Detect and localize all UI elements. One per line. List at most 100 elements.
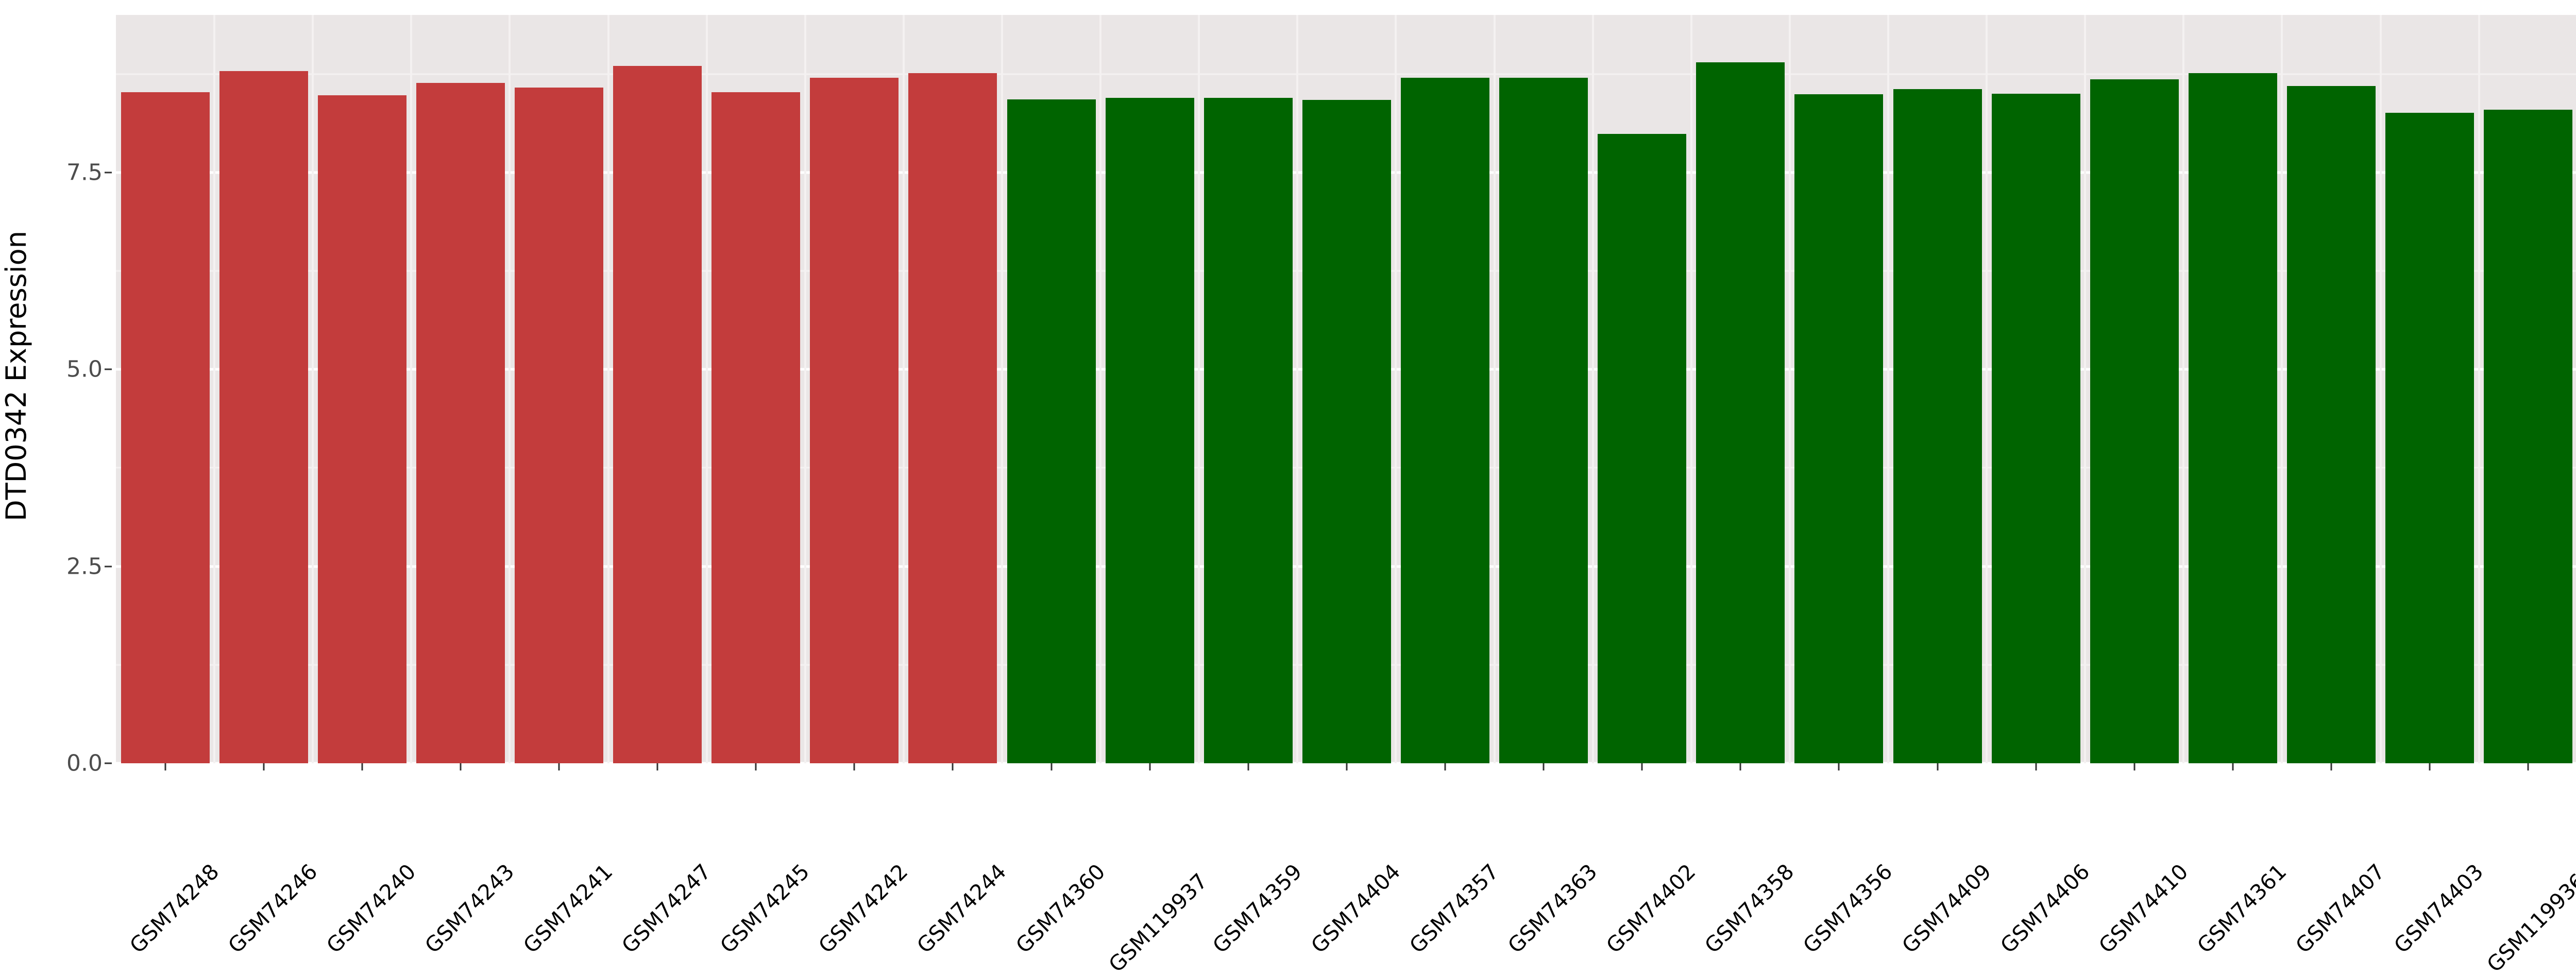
x-axis-tick-label: GSM119936 — [2482, 778, 2576, 977]
x-axis-tick-label: GSM74243 — [420, 778, 600, 958]
x-axis-tick-label-text: GSM74245 — [715, 859, 815, 958]
gridline-minor-vertical — [2379, 15, 2382, 763]
x-axis-tick-mark — [1050, 763, 1053, 770]
gridline-minor-vertical — [1001, 15, 1003, 763]
x-axis-tick-mark — [755, 763, 757, 770]
bar[interactable] — [1499, 78, 1588, 763]
x-axis-tick-label: GSM74404 — [1306, 778, 1486, 958]
bar[interactable] — [2188, 73, 2277, 763]
bar[interactable] — [810, 78, 899, 763]
x-axis-tick-label: GSM74409 — [1897, 778, 2077, 958]
gridline-minor-vertical — [1296, 15, 1299, 763]
x-axis-tick-mark — [952, 763, 954, 770]
gridline-minor-vertical — [312, 15, 314, 763]
gridline-minor-vertical — [1690, 15, 1692, 763]
y-axis-tick-label: 7.5 — [66, 159, 103, 186]
bar[interactable] — [1401, 78, 1489, 763]
x-axis-tick-label-text: GSM74403 — [2389, 859, 2488, 958]
bar[interactable] — [219, 71, 308, 763]
y-axis-tick-mark — [105, 762, 112, 764]
bar[interactable] — [711, 92, 801, 763]
bar[interactable] — [1302, 100, 1391, 763]
x-axis-tick-label: GSM74245 — [716, 778, 896, 958]
bar[interactable] — [1991, 93, 2080, 763]
x-axis-tick-label-text: GSM74410 — [2094, 859, 2193, 958]
x-axis-tick-label-text: GSM119937 — [1104, 868, 1212, 977]
bar[interactable] — [2385, 112, 2475, 763]
gridline-minor-vertical — [2478, 15, 2480, 763]
x-axis-tick-mark — [263, 763, 265, 770]
gridline-minor-vertical — [1788, 15, 1791, 763]
x-axis-tick-label-text: GSM119936 — [2482, 868, 2576, 977]
x-axis-tick-label: GSM74358 — [1700, 778, 1880, 958]
x-axis-tick-mark — [1641, 763, 1643, 770]
gridline-minor-vertical — [1986, 15, 1988, 763]
bar[interactable] — [1007, 99, 1096, 763]
x-axis-tick-label: GSM74240 — [321, 778, 502, 958]
y-axis-tick-label: 0.0 — [66, 750, 103, 777]
x-axis-tick-label: GSM74406 — [1995, 778, 2176, 958]
x-axis-tick-label-text: GSM74248 — [124, 859, 224, 958]
x-axis-tick-label: GSM74403 — [2389, 778, 2570, 958]
gridline-minor-vertical — [2182, 15, 2185, 763]
bar[interactable] — [317, 95, 406, 763]
bar[interactable] — [1105, 97, 1194, 763]
x-axis-tick-mark — [1346, 763, 1348, 770]
x-axis-tick-mark — [2330, 763, 2332, 770]
x-axis-tick-label-text: GSM74241 — [518, 859, 618, 958]
gridline-minor-vertical — [607, 15, 609, 763]
bar[interactable] — [2287, 85, 2376, 763]
x-axis-tick-label-text: GSM74246 — [223, 859, 323, 958]
bar[interactable] — [908, 73, 997, 763]
x-axis-tick-label: GSM74356 — [1799, 778, 1979, 958]
x-axis-tick-label-text: GSM74242 — [814, 859, 913, 958]
bar-chart-figure: DTD0342 Expression 0.0 2.5 5.0 7.5 GSM74248… — [0, 15, 2576, 977]
gridline-minor-vertical — [1099, 15, 1102, 763]
x-axis-tick-label: GSM74242 — [814, 778, 994, 958]
x-axis-tick-label: GSM74248 — [125, 778, 305, 958]
x-axis-tick-mark — [361, 763, 363, 770]
x-axis-tick-mark — [164, 763, 166, 770]
bar[interactable] — [416, 82, 505, 763]
gridline-minor-horizontal — [116, 73, 2576, 75]
x-axis-tick-label-text: GSM74243 — [420, 859, 519, 958]
x-axis-tick-mark — [1838, 763, 1840, 770]
x-axis-tick-label-text: GSM74247 — [617, 859, 716, 958]
y-axis-tick-label: 2.5 — [66, 553, 103, 580]
bar[interactable] — [1598, 133, 1687, 763]
x-axis-tick-label: GSM74241 — [518, 778, 699, 958]
x-axis-tick-label: GSM74246 — [223, 778, 403, 958]
x-axis-tick-label-text: GSM74363 — [1503, 859, 1602, 958]
x-axis-tick-label-text: GSM74404 — [1306, 859, 1405, 958]
x-axis-tick-label: GSM74247 — [617, 778, 798, 958]
bar[interactable] — [515, 87, 603, 763]
x-axis-tick-label: GSM74402 — [1602, 778, 1782, 958]
x-axis-tick-label-text: GSM74361 — [2192, 859, 2292, 958]
x-axis-tick-label: GSM74359 — [1208, 778, 1388, 958]
bar[interactable] — [1794, 94, 1884, 763]
gridline-minor-vertical — [804, 15, 806, 763]
x-axis-tick-mark — [1444, 763, 1446, 770]
x-axis-tick-label-text: GSM74360 — [1010, 859, 1110, 958]
x-axis-tick-mark — [1543, 763, 1545, 770]
x-axis-tick-label: GSM74410 — [2094, 778, 2274, 958]
y-axis-tick-mark — [105, 172, 112, 174]
bar[interactable] — [121, 92, 210, 763]
x-axis-tick-label-text: GSM74407 — [2291, 859, 2390, 958]
bar[interactable] — [613, 66, 702, 763]
y-axis-tick-mark — [105, 565, 112, 568]
gridline-minor-vertical — [1493, 15, 1496, 763]
gridline-minor-vertical — [1887, 15, 1889, 763]
bar[interactable] — [2090, 79, 2179, 763]
bar[interactable] — [2484, 109, 2573, 763]
x-axis-tick-mark — [558, 763, 560, 770]
x-axis-tick-mark — [853, 763, 855, 770]
x-axis-tick-label-text: GSM74409 — [1896, 859, 1996, 958]
x-axis: GSM74248 GSM74246 GSM74240 GSM74243 GSM74241… — [116, 763, 2576, 977]
gridline-minor-vertical — [902, 15, 905, 763]
bar[interactable] — [1696, 62, 1785, 763]
x-axis-tick-mark — [2035, 763, 2037, 770]
y-axis-tick-mark — [105, 368, 112, 370]
bar[interactable] — [1893, 89, 1982, 763]
bar[interactable] — [1204, 97, 1293, 763]
